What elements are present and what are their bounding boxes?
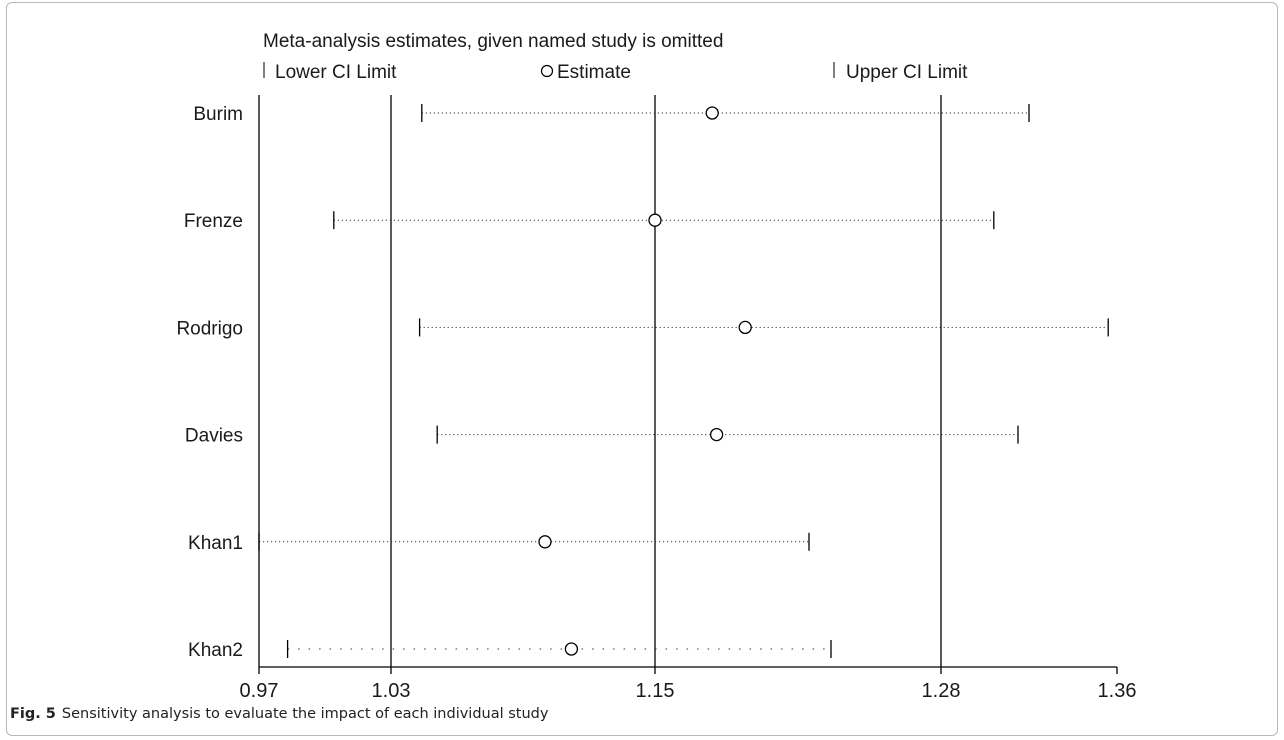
figure-frame <box>6 2 1278 736</box>
study-label: Khan2 <box>188 640 243 661</box>
study-label: Burim <box>193 104 243 125</box>
legend: Lower CI Limit Estimate Upper CI Limit <box>263 62 968 83</box>
legend-estimate-label: Estimate <box>557 62 631 83</box>
x-tick-label: 1.28 <box>922 680 961 700</box>
study-label: Rodrigo <box>176 318 243 339</box>
study-label: Khan1 <box>188 533 243 554</box>
x-tick-label: 1.36 <box>1098 680 1137 700</box>
caption-text: Sensitivity analysis to evaluate the imp… <box>61 706 549 722</box>
estimate-marker-rodrigo <box>738 320 752 335</box>
study-label: Davies <box>185 426 243 447</box>
study-label: Frenze <box>184 211 243 232</box>
chart-title: Meta-analysis estimates, given named stu… <box>263 31 723 52</box>
legend-estimate-marker <box>540 64 554 78</box>
figure-caption: Fig. 5 Sensitivity analysis to evaluate t… <box>10 706 548 722</box>
x-tick-label: 0.97 <box>240 680 279 700</box>
x-tick-label: 1.15 <box>636 680 675 700</box>
forest-plot: Meta-analysis estimates, given named stu… <box>176 31 1136 700</box>
estimate-marker-khan2 <box>564 642 579 656</box>
estimate-marker-burim <box>705 106 719 120</box>
legend-lower-label: Lower CI Limit <box>275 62 397 83</box>
x-tick-label: 1.03 <box>372 680 411 700</box>
caption-label: Fig. 5 <box>10 706 56 722</box>
estimate-marker-frenze <box>648 213 662 227</box>
legend-upper-label: Upper CI Limit <box>846 62 968 83</box>
estimate-marker-davies <box>709 427 724 442</box>
estimate-marker-khan1 <box>538 535 552 549</box>
plot-area: 0.97 1.03 1.15 1.28 1.36 Burim Frenze Rodrigo Da… <box>176 95 1136 700</box>
